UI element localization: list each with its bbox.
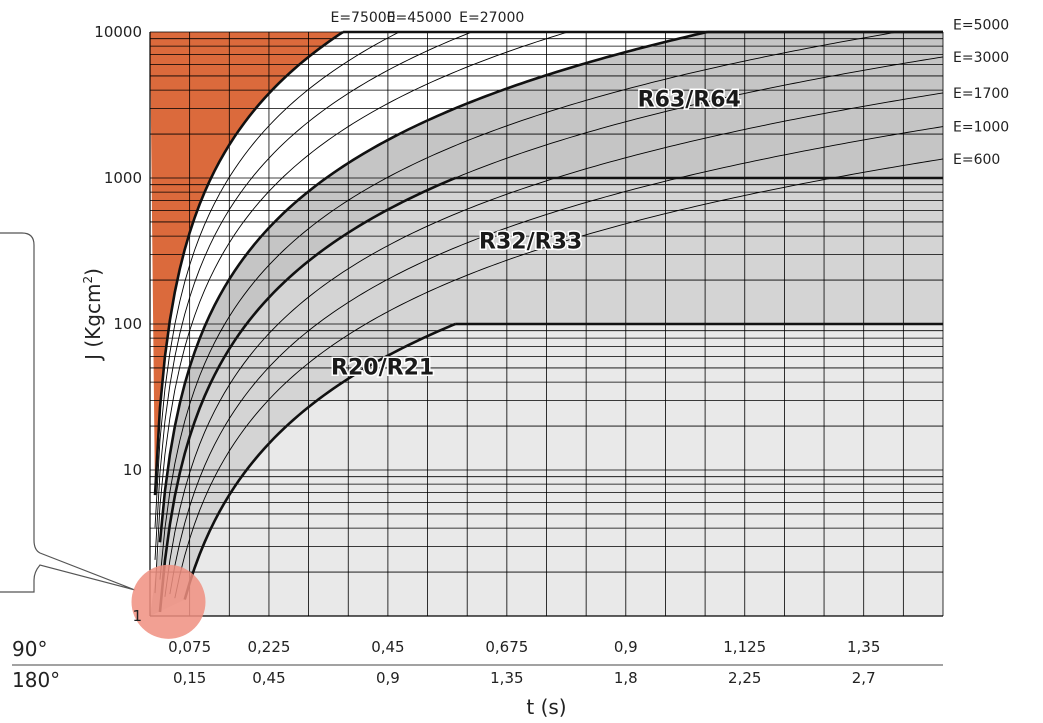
x-tick-label: 2,25: [728, 669, 761, 687]
curve-e-27000: [154, 31, 472, 560]
region-label: R63/R64: [638, 87, 741, 112]
region-label: R20/R21: [331, 356, 434, 381]
angle-row-label: 90°: [12, 637, 47, 661]
y-axis-title: J (Kgcm2): [81, 268, 105, 362]
series-label: E=1000: [953, 120, 1009, 136]
y-tick-label: 1000: [104, 169, 142, 187]
x-tick-label: 1,8: [614, 669, 638, 687]
x-tick-label: 2,7: [852, 669, 876, 687]
region-boundary: [158, 30, 708, 543]
highlight-circle: [131, 564, 206, 639]
x-axis-title: t (s): [526, 695, 566, 719]
series-label: E=3000: [953, 50, 1009, 66]
x-tick-label: 1,35: [490, 669, 523, 687]
y-tick-label: 1: [132, 607, 142, 625]
region-label: R32/R33: [479, 229, 582, 254]
x-tick-label: 0,225: [247, 638, 290, 656]
y-tick-label: 100: [113, 315, 142, 333]
series-label: E=5000: [953, 18, 1009, 34]
x-tick-label: 0,45: [371, 638, 404, 656]
x-tick-label: 1,35: [847, 638, 880, 656]
x-tick-label: 0,675: [485, 638, 528, 656]
series-label: E=600: [953, 152, 1000, 168]
y-tick-label: 10000: [94, 23, 142, 41]
callout-box: [0, 232, 136, 593]
curve-e-1000: [169, 126, 944, 595]
region-boundary: [158, 176, 456, 613]
series-label: E=1700: [953, 86, 1009, 102]
x-tick-label: 0,45: [252, 669, 285, 687]
angle-row-label: 180°: [12, 668, 60, 692]
forbidden-boundary: [153, 30, 344, 496]
curve-e-600: [174, 158, 944, 599]
curve-e-5000: [159, 31, 898, 580]
x-tick-label: 1,125: [723, 638, 766, 656]
curve-e-16000: [154, 31, 569, 594]
y-tick-label: 10: [123, 461, 142, 479]
series-label: E=45000: [387, 10, 452, 26]
x-tick-label: 0,075: [168, 638, 211, 656]
series-label: E=75000: [330, 10, 395, 26]
x-tick-label: 0,9: [614, 638, 638, 656]
series-label: E=27000: [459, 10, 524, 26]
curve-e-45000: [154, 31, 400, 528]
forbidden-zone: [150, 32, 344, 496]
x-tick-label: 0,9: [376, 669, 400, 687]
region-boundary: [183, 322, 456, 600]
x-tick-label: 0,15: [173, 669, 206, 687]
